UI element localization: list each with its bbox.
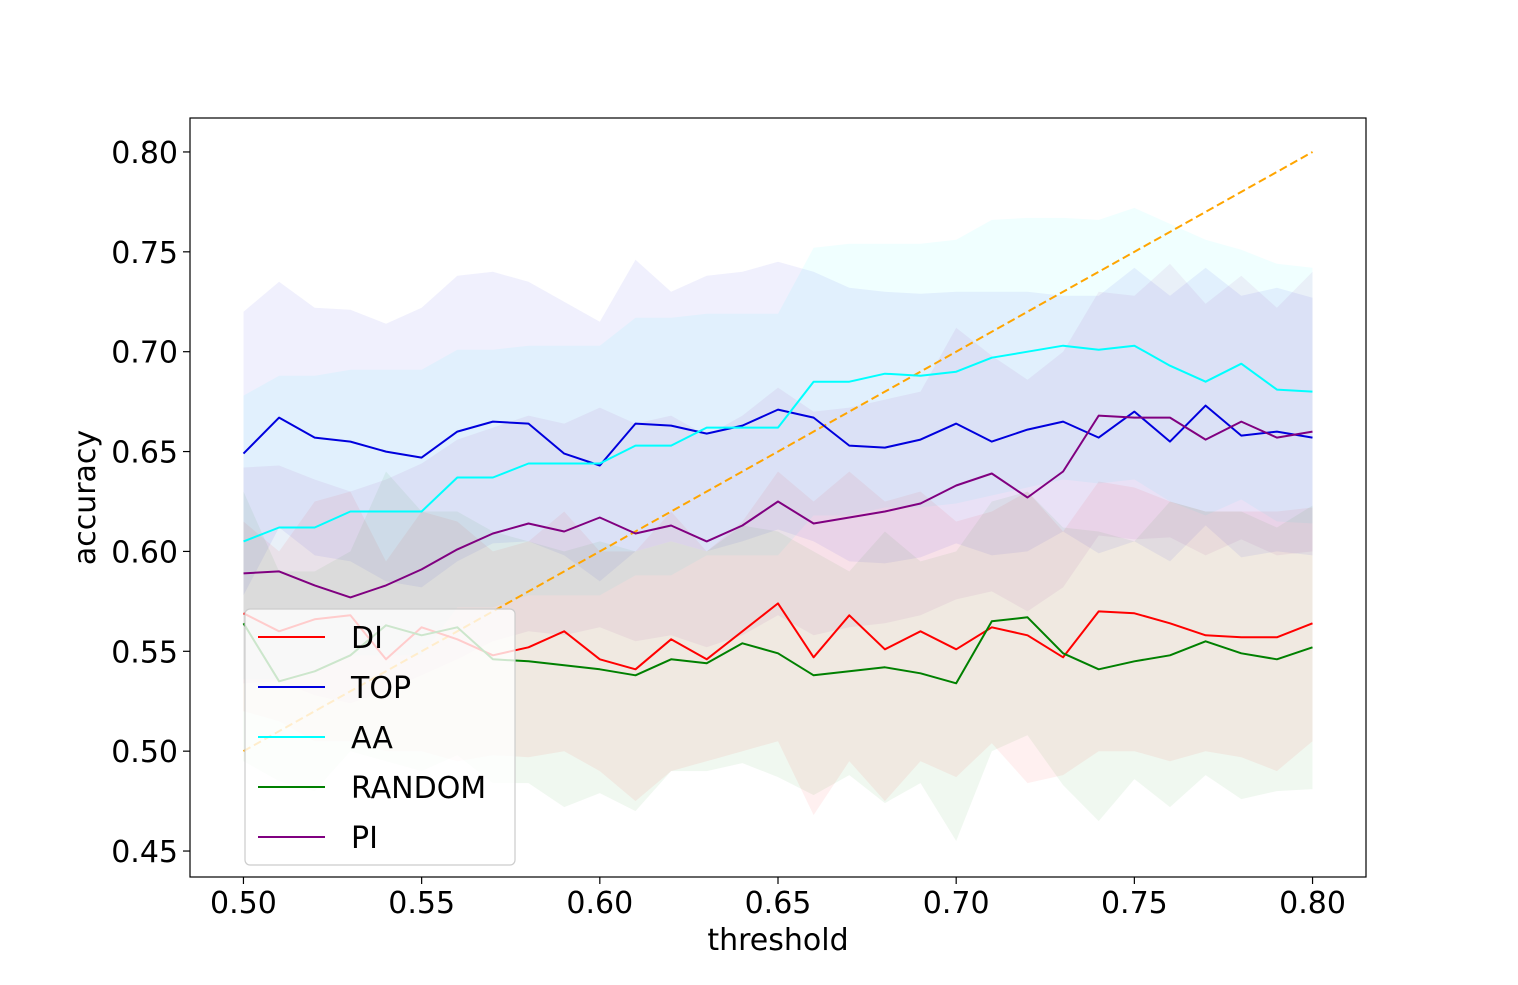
x-tick-label: 0.55	[388, 886, 455, 921]
x-axis-label: threshold	[707, 923, 848, 958]
legend-label-di: DI	[351, 621, 383, 656]
y-axis-label: accuracy	[68, 430, 103, 565]
band-pi	[243, 263, 1313, 704]
x-tick-label: 0.60	[566, 886, 633, 921]
x-tick-label: 0.80	[1279, 886, 1346, 921]
series-line-top	[242, 404, 1313, 467]
y-axis-ticks: 0.45 0.50 0.55 0.60 0.65 0.70 0.75 0.80	[111, 136, 190, 870]
y-tick-label: 0.80	[111, 136, 178, 171]
y-tick-label: 0.65	[111, 436, 178, 471]
x-tick-label: 0.50	[210, 886, 277, 921]
x-tick-label: 0.65	[745, 886, 812, 921]
series-line-pi	[243, 414, 1313, 599]
y-tick-label: 0.55	[111, 635, 178, 670]
legend: DI TOP AA RANDOM PI	[244, 608, 516, 866]
x-axis-ticks: 0.50 0.55 0.60 0.65 0.70 0.75 0.80	[210, 877, 1346, 921]
y-tick-label: 0.45	[111, 835, 178, 870]
legend-label-random: RANDOM	[351, 771, 486, 806]
series-line-aa	[243, 344, 1313, 543]
y-tick-label: 0.70	[111, 336, 178, 371]
y-tick-label: 0.50	[111, 735, 178, 770]
x-tick-label: 0.70	[923, 886, 990, 921]
legend-box	[244, 608, 516, 866]
y-tick-label: 0.75	[111, 236, 178, 271]
series-lines	[242, 344, 1313, 685]
legend-label-top: TOP	[350, 671, 411, 706]
x-tick-label: 0.75	[1101, 886, 1168, 921]
band-aa	[243, 207, 1313, 680]
legend-label-pi: PI	[351, 821, 378, 856]
y-tick-label: 0.60	[111, 535, 178, 570]
legend-label-aa: AA	[351, 721, 393, 756]
